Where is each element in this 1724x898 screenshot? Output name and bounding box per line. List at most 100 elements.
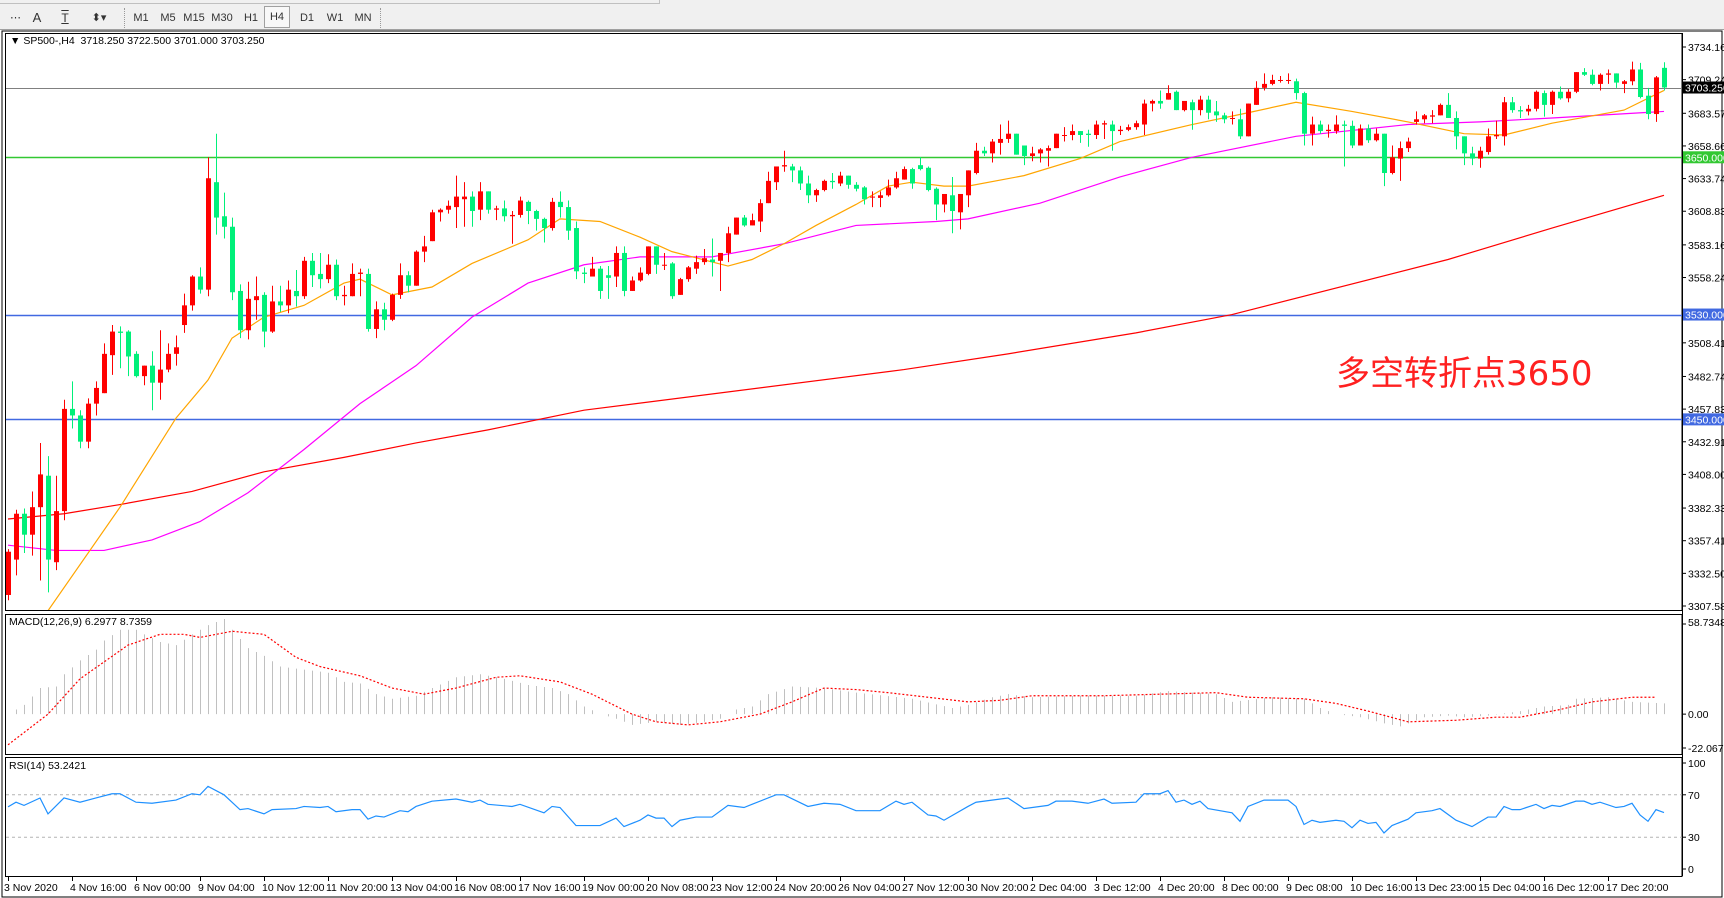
candle-body — [910, 169, 915, 184]
candle — [1078, 131, 1083, 143]
arrows-dropdown-icon[interactable]: ⬍▾ — [91, 12, 107, 24]
candle — [134, 351, 139, 378]
candle-body — [750, 220, 755, 226]
candle-body — [494, 208, 499, 210]
timeframe-m1-button[interactable]: M1 — [133, 12, 149, 24]
candle-body — [558, 201, 563, 208]
candle-body — [270, 301, 275, 332]
candle — [1342, 120, 1347, 167]
candle-body — [1590, 74, 1595, 84]
candle-body — [1510, 102, 1515, 111]
candle — [318, 252, 323, 289]
candle — [342, 285, 347, 306]
candle — [574, 221, 579, 280]
candle — [1334, 115, 1339, 134]
candle-body — [1454, 117, 1459, 137]
collapse-triangle-icon[interactable]: ▼ — [10, 35, 21, 47]
candle — [566, 200, 571, 240]
timeframe-m5-button[interactable]: M5 — [160, 12, 176, 24]
candle — [86, 398, 91, 449]
candle — [1438, 103, 1443, 116]
candle-body — [926, 167, 931, 191]
price-tick-label: 3683.575 — [1688, 108, 1724, 120]
candle-body — [670, 263, 675, 297]
candle — [726, 226, 731, 263]
candle-body — [342, 294, 347, 297]
level-label: 3703.250 — [1685, 83, 1724, 95]
candle-body — [1398, 148, 1403, 159]
candle-body — [1534, 91, 1539, 109]
candle — [414, 250, 419, 286]
symbol-header: ▼ SP500-,H4 3718.250 3722.500 3701.000 3… — [10, 35, 265, 47]
candle-body — [1166, 93, 1171, 100]
candle — [1654, 76, 1659, 122]
candle — [918, 157, 923, 171]
candle — [942, 193, 947, 213]
candle — [894, 171, 899, 189]
candle-body — [198, 276, 203, 290]
candle — [1566, 89, 1571, 103]
timeframe-mn-button[interactable]: MN — [354, 12, 372, 24]
candle-body — [310, 260, 315, 276]
candle-body — [894, 178, 899, 188]
candle-body — [174, 347, 179, 354]
candle — [1062, 127, 1067, 142]
candle-body — [1582, 72, 1587, 75]
candle — [1006, 120, 1011, 143]
candle-body — [486, 191, 491, 210]
chart-annotation: 多空转折点3650 — [1336, 354, 1593, 394]
candle — [598, 266, 603, 299]
candle-body — [1078, 131, 1083, 136]
text-icon[interactable]: A — [32, 10, 42, 25]
candle — [878, 191, 883, 208]
candle-body — [62, 408, 67, 512]
candle — [1574, 72, 1579, 94]
candle — [702, 249, 707, 265]
grid-icon[interactable]: ⋯ — [10, 12, 21, 24]
candle-body — [1310, 124, 1315, 134]
candle — [1094, 120, 1099, 139]
candle — [646, 246, 651, 276]
candle-body — [1342, 124, 1347, 126]
candle — [1046, 145, 1051, 167]
candle-body — [38, 474, 43, 508]
candle-body — [1366, 128, 1371, 141]
candle — [374, 301, 379, 339]
price-tick-label: 3357.415 — [1688, 536, 1724, 548]
candle — [1558, 86, 1563, 100]
candle-body — [1598, 74, 1603, 84]
price-tick-label: 3482.745 — [1688, 371, 1724, 383]
candle — [446, 200, 451, 214]
candle — [102, 343, 107, 394]
timeframe-w1-button[interactable]: W1 — [326, 12, 344, 24]
candle — [1022, 145, 1027, 166]
candle-body — [590, 268, 595, 277]
text-label-icon[interactable]: T — [61, 11, 69, 25]
timeframe-d1-button[interactable]: D1 — [299, 12, 315, 24]
candle-body — [86, 403, 91, 442]
level-label-bg — [1683, 151, 1724, 164]
candle — [1518, 106, 1523, 118]
candle — [766, 171, 771, 204]
candle-body — [222, 216, 227, 227]
time-label: 9 Nov 04:00 — [198, 882, 255, 894]
candle — [1014, 133, 1019, 155]
time-label: 13 Dec 23:00 — [1414, 882, 1477, 894]
timeframe-m15-button[interactable]: M15 — [183, 12, 205, 24]
timeframe-m30-button[interactable]: M30 — [211, 12, 233, 24]
candle — [1390, 145, 1395, 175]
candle — [686, 266, 691, 282]
candle-body — [1358, 128, 1363, 146]
timeframe-h4-button[interactable]: H4 — [264, 6, 290, 28]
candle-body — [462, 196, 467, 200]
candle — [1310, 116, 1315, 146]
timeframe-h1-button[interactable]: H1 — [243, 12, 259, 24]
candle-body — [1038, 149, 1043, 154]
candle-body — [182, 305, 187, 326]
candle — [1110, 120, 1115, 151]
ma-fast-line — [47, 89, 1665, 610]
candle — [494, 205, 499, 221]
candle-body — [606, 275, 611, 278]
candle — [366, 268, 371, 332]
